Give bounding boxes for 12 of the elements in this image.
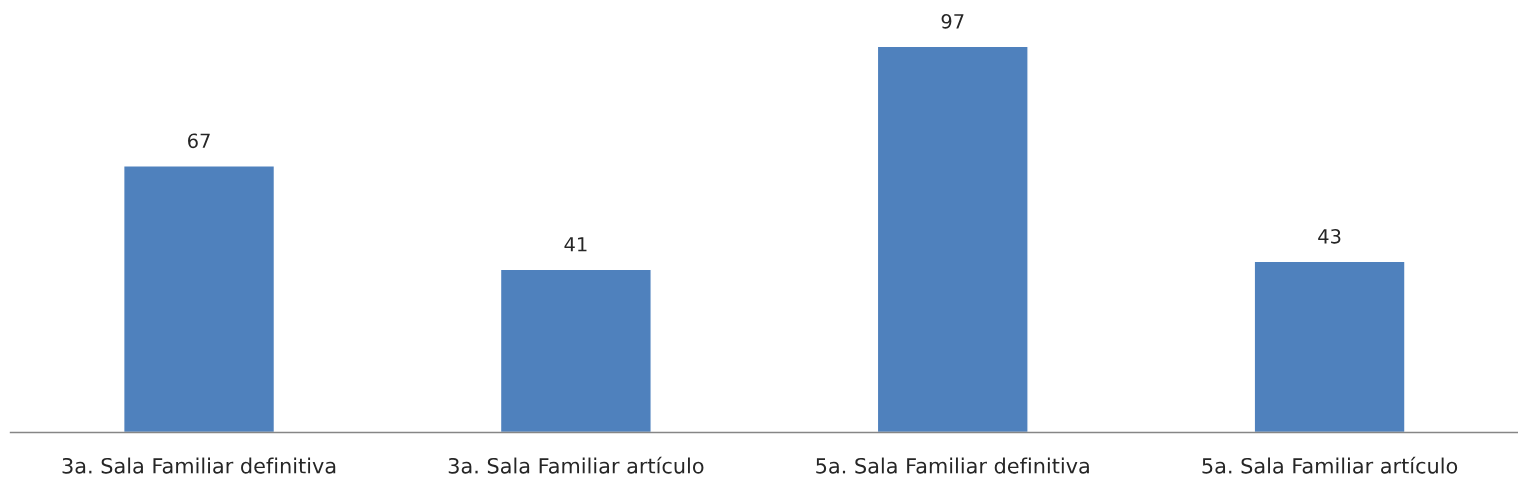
data-label: 67 [188,133,210,149]
x-tick-label: 5a. Sala Familiar definitiva [816,457,1089,474]
bar [1253,260,1406,433]
x-tick-label: 3a. Sala Familiar definitiva [62,457,336,474]
bar [876,45,1029,433]
data-label: 97 [941,13,964,29]
bar [499,268,652,433]
x-tick-label: 3a. Sala Familiar artículo [448,456,704,474]
data-label: 43 [1318,228,1341,244]
data-label: 41 [564,237,587,252]
x-tick-label: 5a. Sala Familiar artículo [1202,456,1458,474]
bar [122,165,276,433]
